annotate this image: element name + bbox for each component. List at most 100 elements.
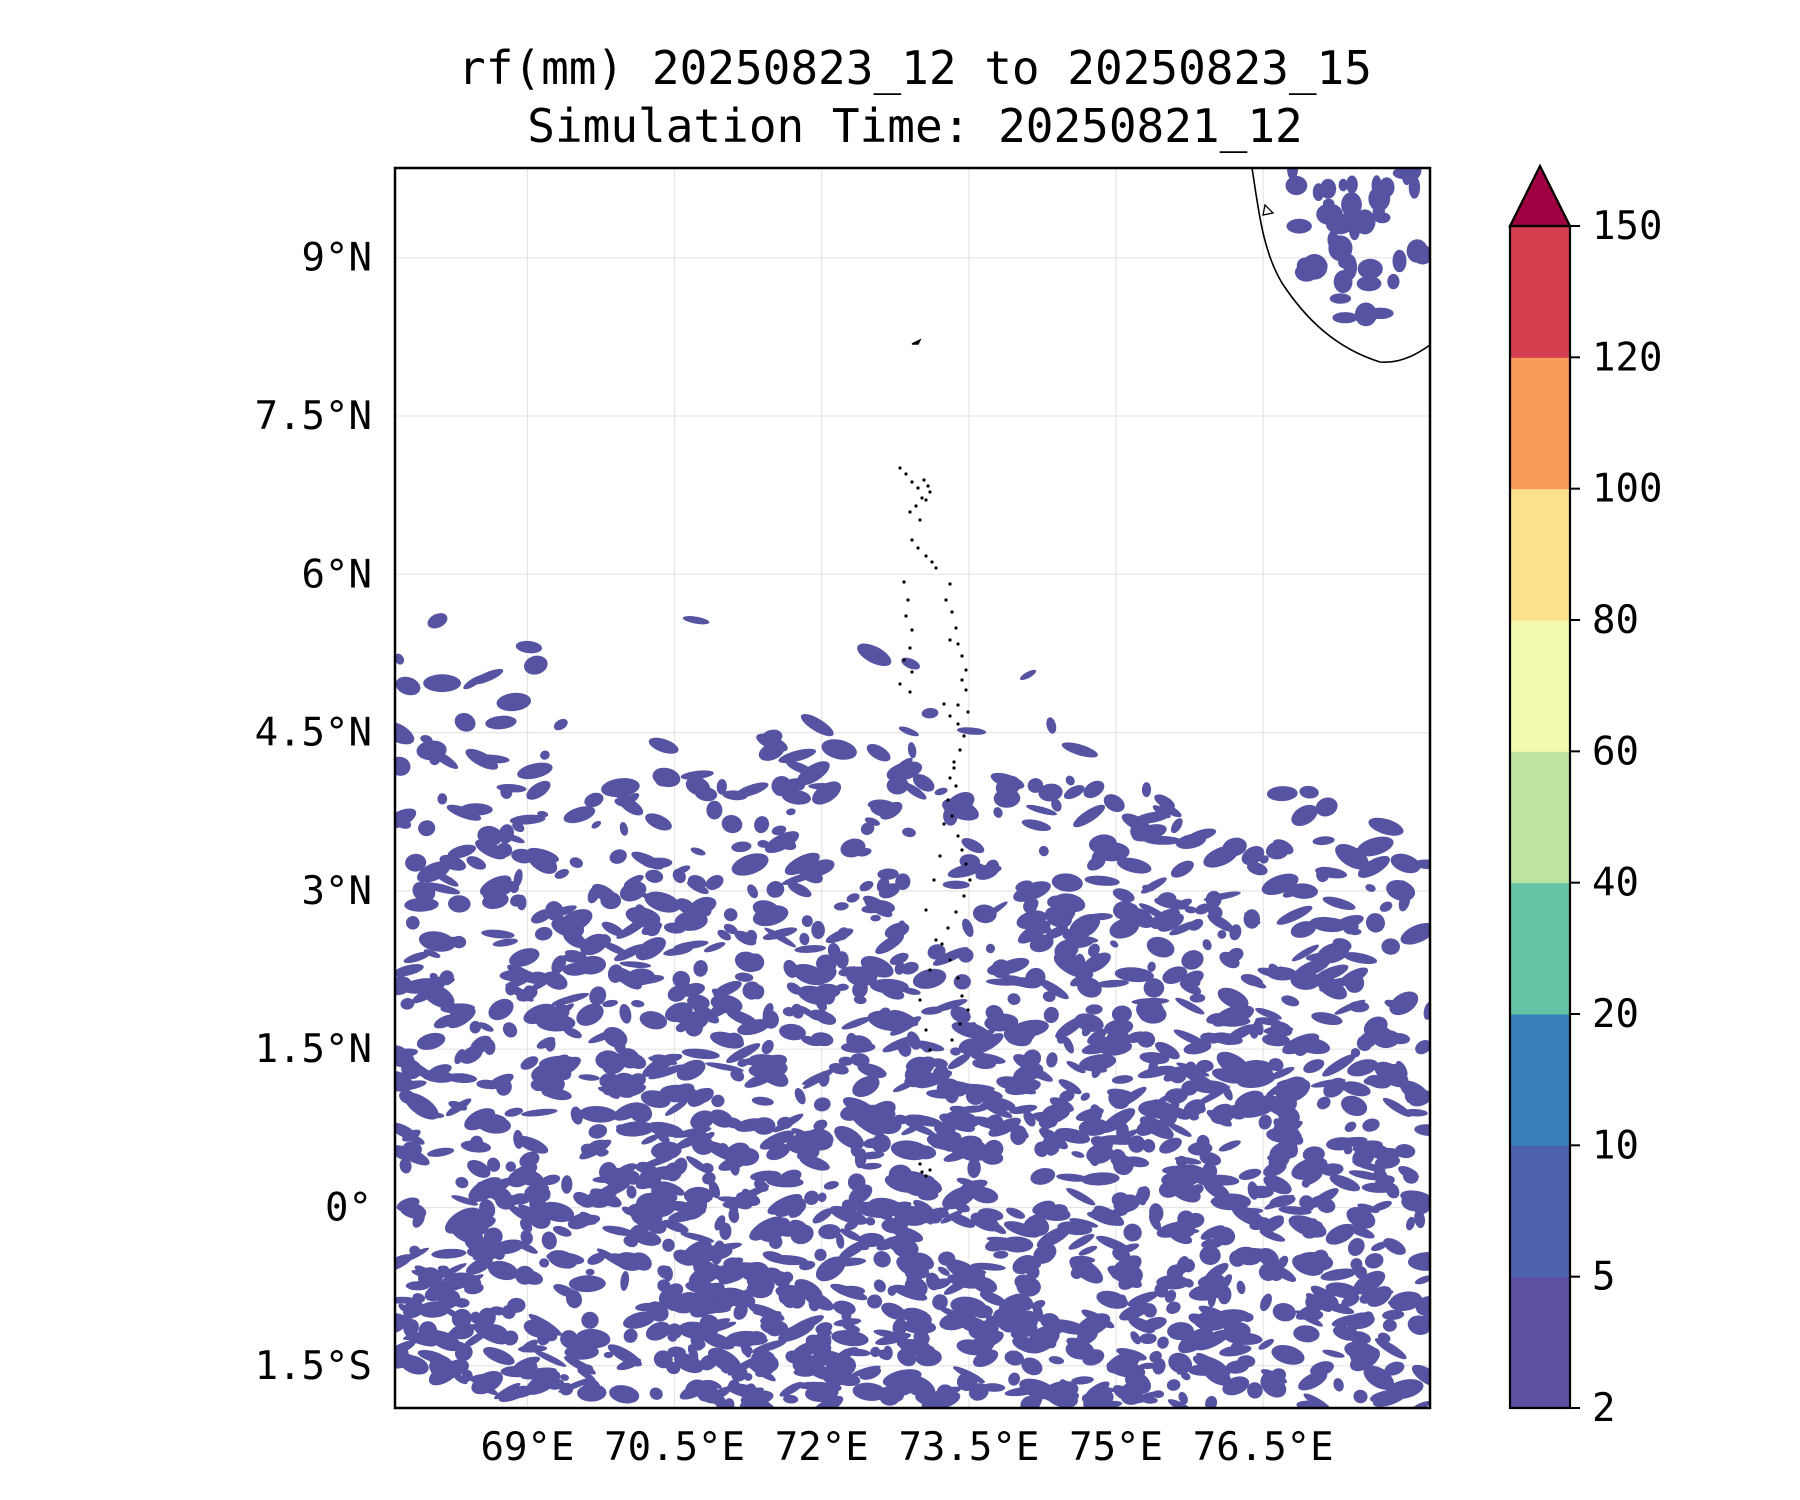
rain-cell xyxy=(1411,1364,1430,1388)
rain-cell xyxy=(945,1259,980,1281)
rain-cell xyxy=(643,919,661,937)
rain-cell xyxy=(674,1353,704,1374)
rain-cell xyxy=(502,1022,518,1038)
rain-cell xyxy=(928,1278,951,1290)
rain-cell xyxy=(842,1323,861,1333)
rain-cell xyxy=(744,1373,753,1381)
rain-cell xyxy=(1285,175,1308,196)
rain-cell xyxy=(1092,1035,1123,1050)
rain-cell xyxy=(1026,804,1058,816)
rain-cell xyxy=(1038,783,1063,802)
rain-cell xyxy=(564,922,585,939)
rain-cell xyxy=(723,908,738,922)
rain-cell xyxy=(409,1332,426,1343)
rain-cell xyxy=(1085,1004,1103,1015)
rain-cell xyxy=(487,1073,514,1090)
rain-cell xyxy=(431,1248,467,1259)
rain-cell xyxy=(937,1266,950,1276)
rain-cell xyxy=(667,1332,678,1342)
rain-cell xyxy=(811,1032,834,1047)
rain-cell xyxy=(1140,1316,1167,1332)
rain-cell xyxy=(1127,1291,1159,1307)
rain-cell xyxy=(603,1026,628,1048)
rain-cell xyxy=(1084,875,1120,886)
rain-cell xyxy=(1309,1195,1326,1205)
lon-tick-label: 73.5°E xyxy=(898,1425,1039,1470)
rain-cell xyxy=(678,1321,712,1340)
rain-cell xyxy=(1309,916,1346,933)
colorbar-label: 80 xyxy=(1592,598,1639,643)
rain-cell xyxy=(841,1016,871,1030)
rain-cell xyxy=(1223,1321,1251,1340)
rain-cell xyxy=(1013,881,1051,902)
rain-cell xyxy=(1218,1140,1241,1152)
rain-cell xyxy=(782,1006,795,1017)
rain-cell xyxy=(846,893,860,903)
rain-cell xyxy=(783,959,799,978)
island-dot xyxy=(948,958,952,962)
rain-cell xyxy=(1329,1174,1361,1192)
island-dot xyxy=(928,1168,932,1172)
rain-cell xyxy=(857,643,892,667)
rain-cell xyxy=(904,1171,936,1189)
rain-cell xyxy=(1195,1085,1231,1107)
rain-cell xyxy=(1315,797,1338,817)
rain-cell xyxy=(628,1203,642,1214)
rain-cell xyxy=(1081,1172,1120,1186)
rain-cell xyxy=(975,1339,987,1350)
rain-cell xyxy=(418,931,456,952)
rain-cell xyxy=(551,955,567,975)
rain-cell xyxy=(1288,1215,1327,1238)
rain-cell xyxy=(1046,1052,1058,1068)
rain-cell xyxy=(437,793,448,805)
rain-cell xyxy=(1078,1245,1098,1256)
rain-cell xyxy=(1191,1184,1204,1195)
rain-cell xyxy=(1389,1291,1423,1311)
rain-cell xyxy=(901,987,921,995)
rain-cell xyxy=(1312,1249,1329,1266)
rain-cell xyxy=(745,1394,778,1408)
lat-tick-label: 3°N xyxy=(302,869,372,914)
rain-cell xyxy=(642,1165,654,1176)
rain-cell xyxy=(545,1037,556,1052)
rain-cell xyxy=(1029,1324,1062,1343)
rain-cell xyxy=(1206,1109,1232,1127)
rain-cell xyxy=(1149,1203,1164,1223)
rain-cell xyxy=(671,1006,690,1023)
rain-cell xyxy=(628,1224,649,1243)
rain-cell xyxy=(751,1339,787,1354)
rain-cell xyxy=(1255,1007,1282,1020)
rain-cell xyxy=(900,961,919,975)
rain-cell xyxy=(623,1311,656,1329)
island-dot xyxy=(946,926,950,930)
rain-cell xyxy=(673,940,709,950)
rain-cell xyxy=(470,1311,483,1325)
rain-cell xyxy=(1009,1104,1038,1115)
rain-cell xyxy=(680,770,714,780)
rain-cell xyxy=(786,1134,818,1155)
rain-cell xyxy=(781,1271,794,1283)
rain-cell xyxy=(512,821,525,833)
rain-cell xyxy=(466,1207,493,1225)
rain-cell xyxy=(1342,240,1353,255)
rain-cell xyxy=(722,1201,739,1209)
island-dot xyxy=(924,554,928,558)
rain-cell xyxy=(1383,1238,1406,1255)
rain-cell xyxy=(645,813,672,831)
rain-cell xyxy=(1152,1357,1166,1375)
rain-cell xyxy=(1113,1155,1134,1176)
rain-cell xyxy=(1081,1309,1115,1329)
rain-cell xyxy=(890,1009,919,1027)
rain-cell xyxy=(749,1216,785,1241)
rain-cell xyxy=(1044,925,1069,940)
rain-cell xyxy=(966,1028,996,1046)
rain-cell xyxy=(627,914,658,930)
rain-cell xyxy=(1043,1006,1059,1024)
island-dot xyxy=(960,678,964,682)
rain-cell xyxy=(1038,978,1069,1000)
rain-cell xyxy=(1349,220,1360,241)
rain-cell xyxy=(856,848,872,857)
rain-cell xyxy=(467,1159,491,1178)
rain-cell xyxy=(1205,1174,1240,1186)
rain-cell xyxy=(1269,1194,1296,1208)
